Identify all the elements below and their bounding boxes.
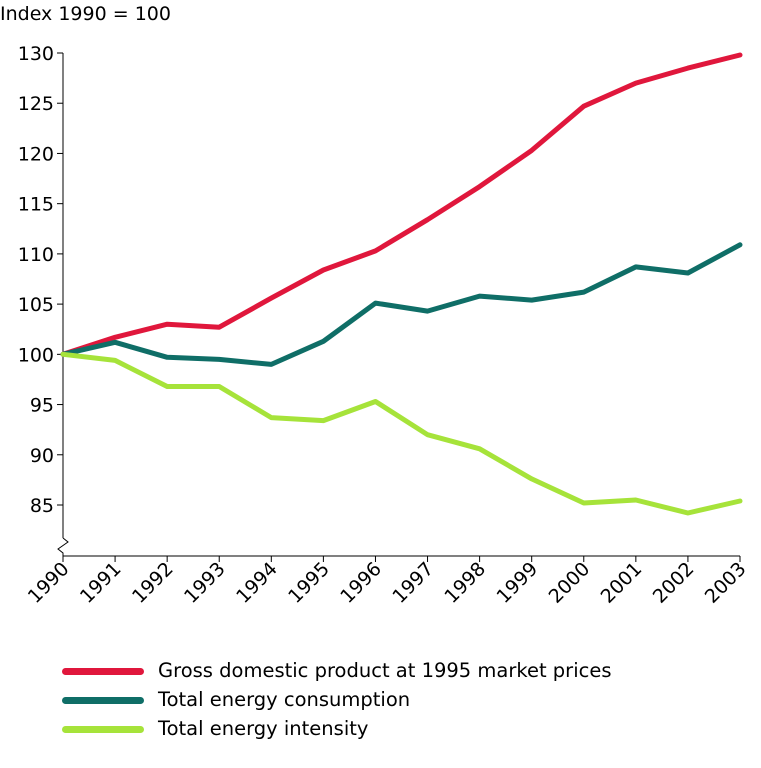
y-axis-ticks: 85 90 95 100 105 110 115 120 125 130 xyxy=(18,43,63,517)
y-tick-label: 115 xyxy=(18,194,54,216)
y-tick-label: 100 xyxy=(18,344,54,366)
y-axis-label: Index 1990 = 100 xyxy=(0,3,171,25)
x-tick-label: 1996 xyxy=(336,558,386,608)
series-line xyxy=(60,351,743,516)
legend-swatch-energy-consumption xyxy=(62,697,144,704)
x-tick-label: 2000 xyxy=(545,558,595,608)
legend-label-energy-intensity: Total energy intensity xyxy=(158,717,369,740)
x-tick-label: 1990 xyxy=(24,558,74,608)
y-axis-break xyxy=(57,537,69,556)
x-tick-label: 2001 xyxy=(597,558,647,608)
x-tick-label: 1997 xyxy=(388,558,438,608)
x-tick-label: 1993 xyxy=(180,558,230,608)
y-tick-label: 105 xyxy=(18,294,54,316)
y-tick-label: 130 xyxy=(18,43,54,65)
y-tick-label: 120 xyxy=(18,143,54,165)
axes xyxy=(57,53,740,557)
series-lines xyxy=(60,52,743,516)
legend-label-energy-consumption: Total energy consumption xyxy=(158,688,411,711)
y-tick-label: 95 xyxy=(30,395,54,417)
legend-swatch-energy-intensity xyxy=(62,726,144,733)
x-tick-label: 1994 xyxy=(232,558,282,608)
x-tick-label: 1991 xyxy=(76,558,126,608)
x-tick-label: 2003 xyxy=(701,558,751,608)
legend-swatch-gdp xyxy=(62,668,144,675)
y-tick-label: 125 xyxy=(18,93,54,115)
series-line xyxy=(60,52,743,357)
x-tick-label: 1992 xyxy=(128,558,178,608)
y-tick-label: 110 xyxy=(18,244,54,266)
x-tick-label: 1998 xyxy=(440,558,490,608)
y-tick-label: 85 xyxy=(30,495,54,517)
series-line xyxy=(60,242,743,367)
x-tick-label: 1995 xyxy=(284,558,334,608)
x-tick-label: 1999 xyxy=(492,558,542,608)
line-chart: Index 1990 = 100 85 90 95 100 105 110 115 120 12… xyxy=(0,3,751,608)
legend-label-gdp: Gross domestic product at 1995 market pr… xyxy=(158,659,612,682)
x-axis-ticks: 1990 1991 1992 1993 1994 1995 1996 1997 1998 1999… xyxy=(24,556,751,608)
x-tick-label: 2002 xyxy=(649,558,699,608)
y-tick-label: 90 xyxy=(30,445,54,467)
